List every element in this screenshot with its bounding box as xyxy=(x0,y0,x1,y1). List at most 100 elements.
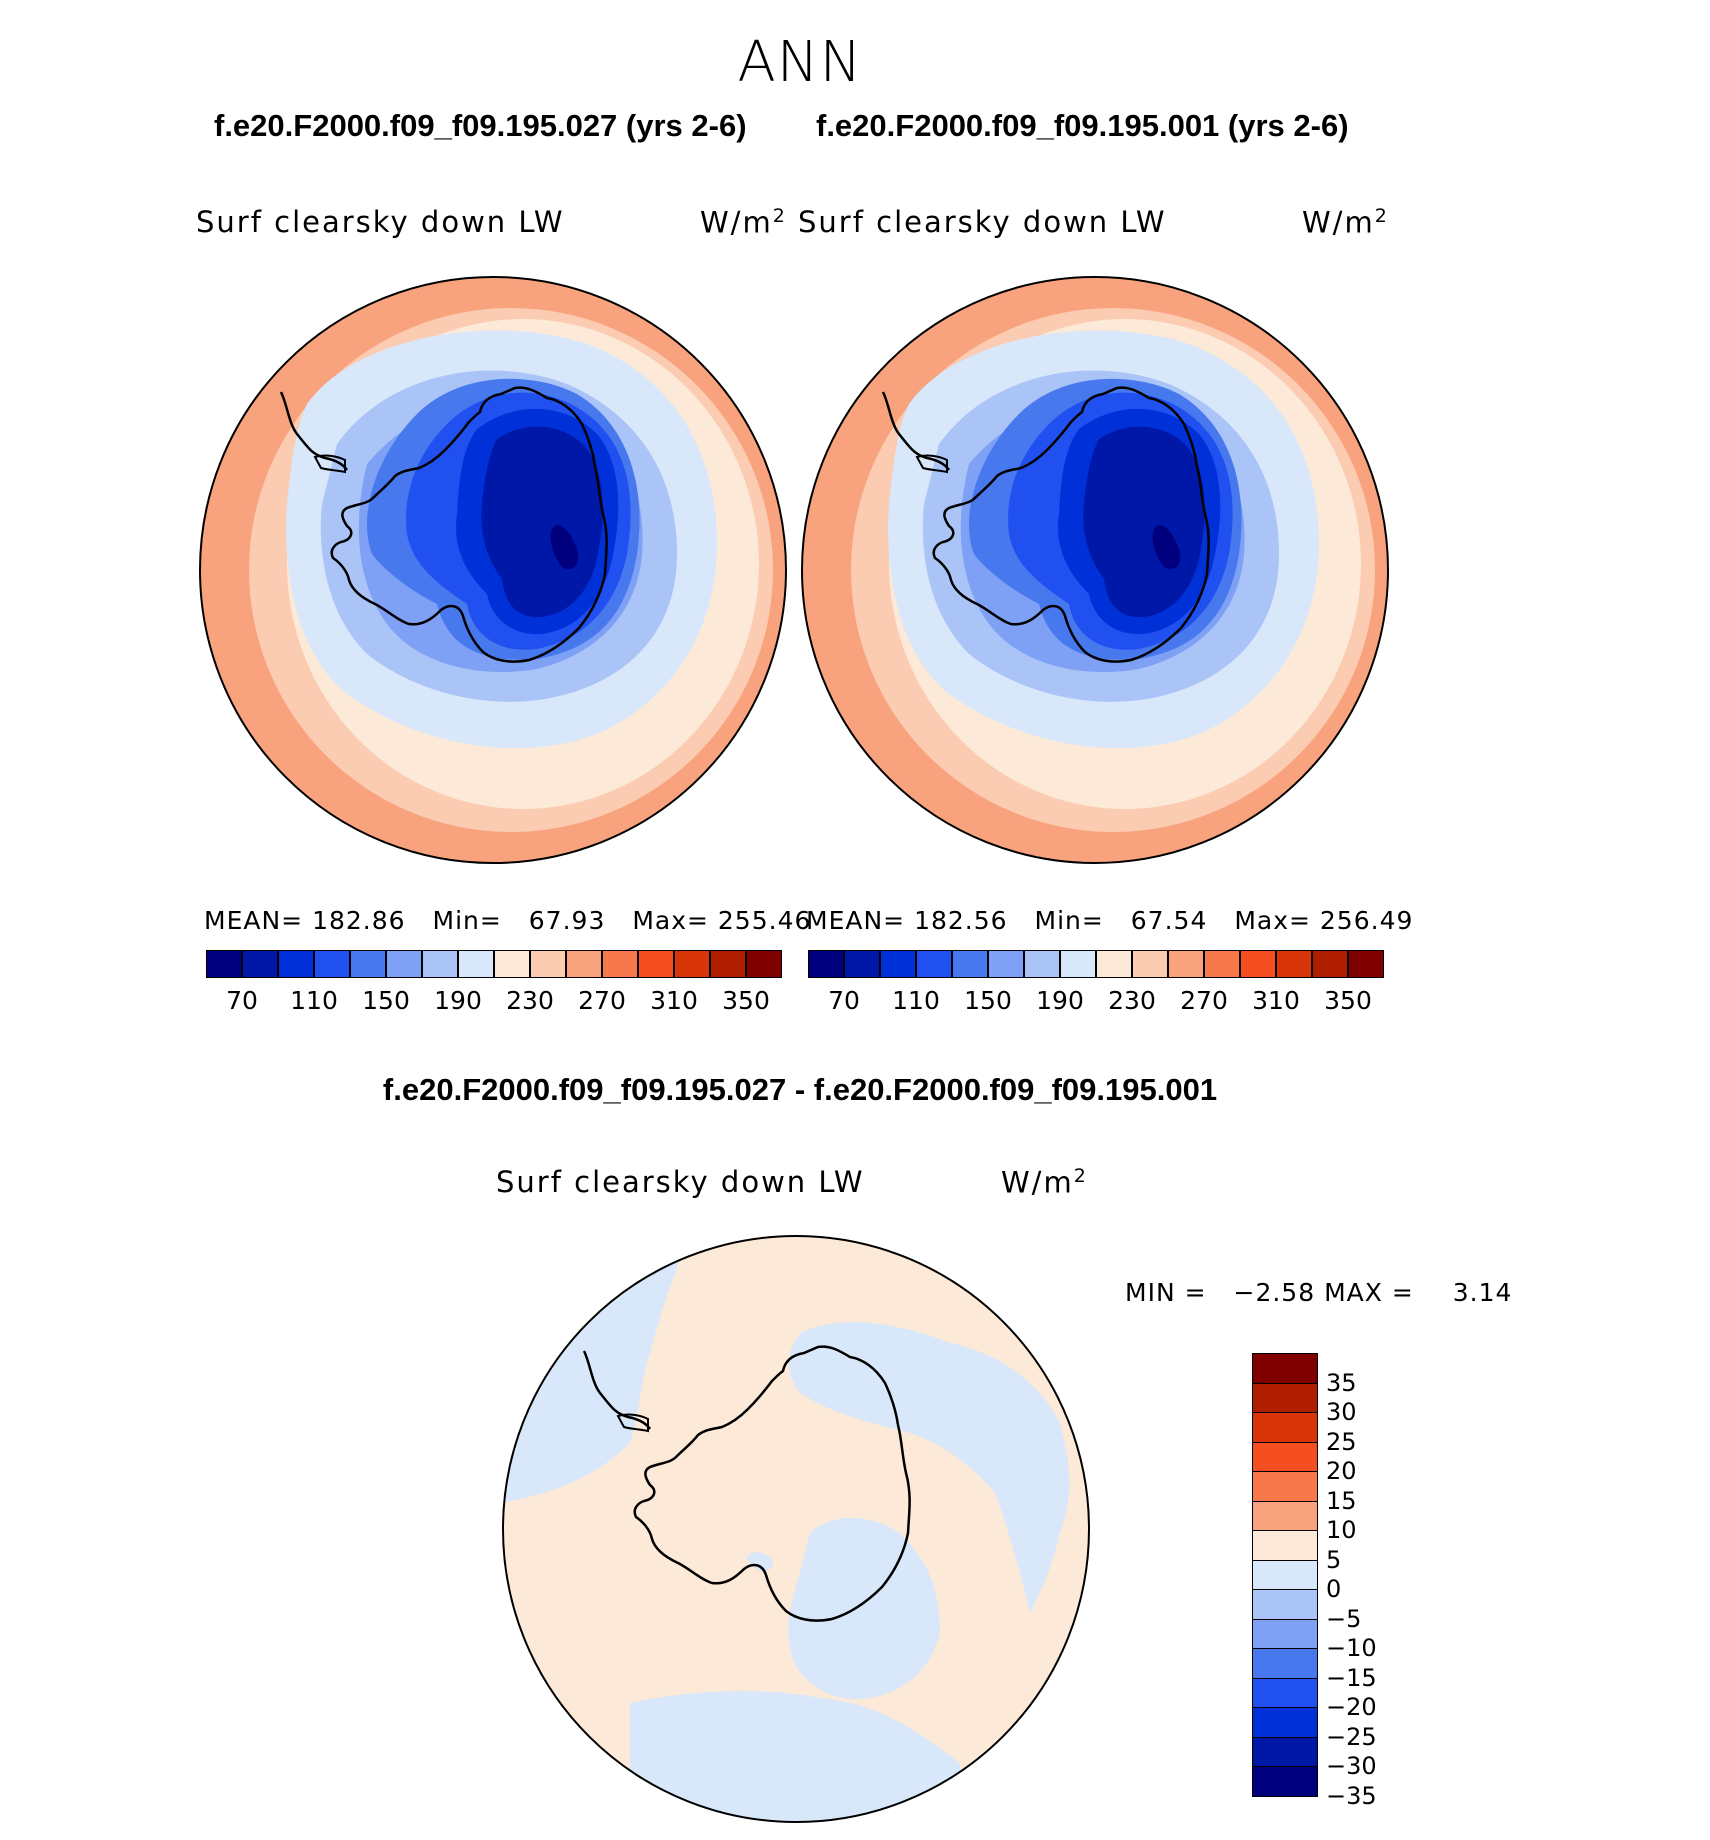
colorbar-tick-label: 70 xyxy=(226,986,258,1015)
island-outline xyxy=(290,340,303,350)
map-border xyxy=(199,276,787,864)
max-value: 3.14 xyxy=(1452,1278,1513,1307)
colorbar-tick-label: 70 xyxy=(828,986,860,1015)
colorbar-tick-label: 20 xyxy=(1326,1457,1357,1485)
colorbar-swatch xyxy=(530,950,566,978)
map-border xyxy=(801,276,1389,864)
units-label-diff: W/m2 xyxy=(1001,1165,1088,1200)
colorbar-swatch xyxy=(494,950,530,978)
colorbar-tick-label: 310 xyxy=(650,986,698,1015)
units-exponent: 2 xyxy=(1073,1165,1088,1187)
antarctica-coastline xyxy=(932,386,1210,663)
colorbar-swatch xyxy=(1252,1736,1318,1767)
contour-band-negative xyxy=(630,1691,960,1822)
units-exponent: 2 xyxy=(772,205,787,227)
colorbar-swatch xyxy=(278,950,314,978)
max-value: 256.49 xyxy=(1319,906,1414,935)
colorbar-swatch xyxy=(1348,950,1384,978)
antarctic-peninsula-coastline xyxy=(279,391,349,471)
colorbar-swatch xyxy=(710,950,746,978)
colorbar-swatch xyxy=(1252,1707,1318,1738)
colorbar-tick-label: 110 xyxy=(290,986,338,1015)
page-title: ANN xyxy=(737,30,863,95)
case-title-left: f.e20.F2000.f09_f09.195.027 (yrs 2-6) xyxy=(214,108,747,143)
colorbar-tick-label: 150 xyxy=(362,986,410,1015)
colorbar-tick-label: 10 xyxy=(1326,1516,1357,1544)
difference-title: f.e20.F2000.f09_f09.195.027 - f.e20.F200… xyxy=(382,1072,1218,1107)
colorbar-swatch xyxy=(1312,950,1348,978)
stats-left: MEAN= 182.86 Min= 67.93 Max= 255.46 xyxy=(204,906,811,935)
contour-band-negative xyxy=(788,1322,1070,1613)
colorbar-swatch xyxy=(1252,1500,1318,1531)
contour-band xyxy=(1083,426,1205,618)
colorbar-tick-label: −25 xyxy=(1326,1722,1377,1751)
colorbar-swatch xyxy=(1060,950,1096,978)
colorbar-swatch xyxy=(1252,1412,1318,1443)
colorbar-swatch xyxy=(1240,950,1276,978)
case-title-right: f.e20.F2000.f09_f09.195.001 (yrs 2-6) xyxy=(816,108,1349,143)
colorbar-tick-label: 270 xyxy=(578,986,626,1015)
units-text: W/m xyxy=(700,205,773,240)
mean-value: 182.56 xyxy=(914,906,1008,935)
colorbar-swatch xyxy=(1096,950,1132,978)
min-value: 67.54 xyxy=(1130,906,1208,935)
colorbar-swatch xyxy=(1168,950,1204,978)
weddell-sea-ice-shelf xyxy=(616,1413,649,1433)
colorbar-swatch xyxy=(1204,950,1240,978)
colorbar-swatch xyxy=(844,950,880,978)
colorbar-tick-label: −5 xyxy=(1326,1604,1362,1633)
units-text: W/m xyxy=(1001,1165,1074,1200)
colorbar-tick-label: 150 xyxy=(964,986,1012,1015)
colorbar-swatch xyxy=(422,950,458,978)
max-label: Max= xyxy=(632,906,709,935)
max-value: 255.46 xyxy=(717,906,812,935)
antarctic-peninsula-coastline xyxy=(881,391,951,471)
units-label-left: W/m2 xyxy=(700,205,787,240)
polar-map-difference xyxy=(502,1235,1090,1823)
mean-value: 182.86 xyxy=(312,906,406,935)
colorbar-tick-label: 230 xyxy=(1108,986,1156,1015)
units-text: W/m xyxy=(1302,205,1375,240)
antarctica-coastline xyxy=(633,1345,911,1622)
min-value: 67.93 xyxy=(528,906,606,935)
colorbar-tick-label: 15 xyxy=(1326,1486,1357,1515)
colorbar-tick-label: 190 xyxy=(1036,986,1084,1015)
mean-label: MEAN= xyxy=(204,906,304,935)
colorbar-swatch xyxy=(566,950,602,978)
stats-right: MEAN= 182.56 Min= 67.54 Max= 256.49 xyxy=(806,906,1413,935)
contour-band xyxy=(1152,525,1181,570)
contour-band xyxy=(550,525,579,570)
contour-band-negative xyxy=(788,1518,940,1700)
colorbar-tick-label: 310 xyxy=(1252,986,1300,1015)
colorbar-swatch xyxy=(1252,1382,1318,1413)
colorbar-tick-label: 350 xyxy=(1324,986,1372,1015)
weddell-sea-ice-shelf xyxy=(915,454,948,474)
antarctic-peninsula-coastline xyxy=(582,1350,652,1430)
colorbar-tick-label: 25 xyxy=(1326,1427,1357,1456)
min-label: Min= xyxy=(432,906,502,935)
colorbar-swatch xyxy=(1252,1559,1318,1590)
contour-band-negative xyxy=(746,1552,774,1572)
colorbar-swatch xyxy=(386,950,422,978)
colorbar-swatch xyxy=(1132,950,1168,978)
polar-map-left xyxy=(199,276,787,864)
island-outline xyxy=(892,340,905,350)
colorbar-tick-label: 350 xyxy=(722,986,770,1015)
colorbar-right: 70 110 150 190 230 270 310 350 xyxy=(808,950,1384,1030)
max-label: MAX = xyxy=(1324,1278,1414,1307)
colorbar-swatch xyxy=(988,950,1024,978)
colorbar-tick-label: 270 xyxy=(1180,986,1228,1015)
colorbar-swatch xyxy=(350,950,386,978)
variable-label-left: Surf clearsky down LW xyxy=(196,205,565,239)
colorbar-swatch xyxy=(674,950,710,978)
units-label-right: W/m2 xyxy=(1302,205,1389,240)
colorbar-tick-label: −15 xyxy=(1326,1663,1377,1692)
colorbar-tick-label: 30 xyxy=(1326,1398,1357,1426)
units-exponent: 2 xyxy=(1374,205,1389,227)
polar-map-right xyxy=(801,276,1389,864)
colorbar-tick-label: −30 xyxy=(1326,1752,1377,1780)
weddell-sea-ice-shelf xyxy=(313,454,346,474)
min-value: −2.58 xyxy=(1233,1278,1316,1307)
map-border xyxy=(502,1235,1090,1823)
colorbar-swatch xyxy=(1252,1648,1318,1679)
